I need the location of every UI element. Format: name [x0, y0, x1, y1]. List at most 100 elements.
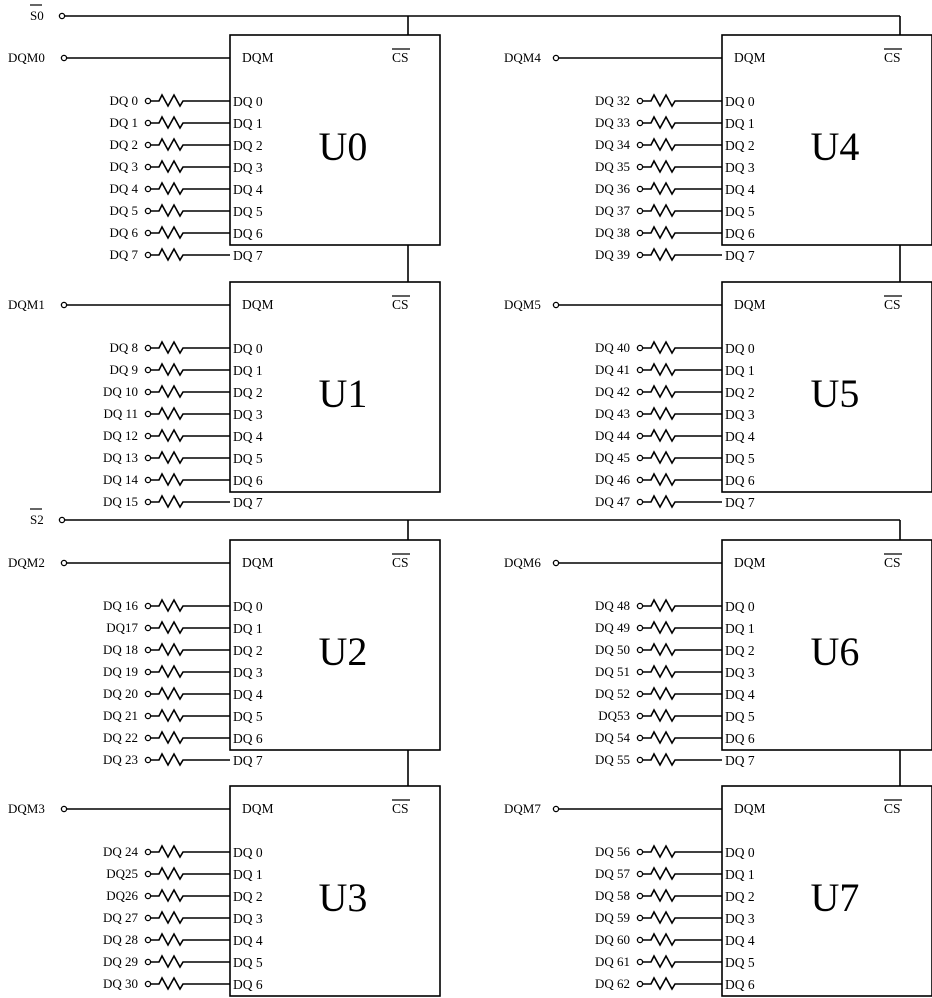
chip-u0-dq-pin-7: DQ 7 — [233, 248, 263, 263]
chip-u7-dq-resistor-4-terminal — [636, 936, 644, 944]
chip-u6-dqm-terminal — [552, 559, 560, 567]
chip-u6-dq-resistor-6-terminal — [636, 734, 644, 742]
chip-u5-dqm-pin: DQM — [734, 297, 766, 312]
chip-u3-dq-resistor-4-zigzag — [148, 932, 230, 947]
chip-u6-name: U6 — [811, 629, 860, 674]
chip-u5-dq-signal-7: DQ 47 — [595, 494, 631, 509]
chip-u4-dq-resistor-3-zigzag — [640, 159, 722, 174]
chip-u4-dq-resistor-0-zigzag — [640, 93, 722, 108]
chip-u1-dq-resistor-6 — [144, 472, 230, 487]
chip-u7-dq-resistor-5-zigzag — [640, 954, 722, 969]
chip-u2-dq-resistor-3-zigzag — [148, 664, 230, 679]
chip-u5-dq-signal-1: DQ 41 — [595, 362, 630, 377]
chip-u1-dq-signal-3: DQ 11 — [103, 406, 138, 421]
chip-u4-dq-signal-0: DQ 32 — [595, 93, 630, 108]
chip-u5-dq-resistor-0-terminal — [636, 344, 644, 352]
chip-u5-cs-pin: CS — [884, 297, 901, 312]
chip-u6-body — [721, 539, 932, 751]
chip-u7-dqm-pin: DQM — [734, 801, 766, 816]
chip-u7-dq-resistor-3-zigzag — [640, 910, 722, 925]
chip-u3-dq-signal-3: DQ 27 — [103, 910, 139, 925]
chip-u5-dq-resistor-2-zigzag — [640, 384, 722, 399]
chip-u5-dq-pin-1: DQ 1 — [725, 363, 755, 378]
chip-u3-dq-pin-4: DQ 4 — [233, 933, 263, 948]
chip-u6-dq-signal-4: DQ 52 — [595, 686, 630, 701]
chip-u1-dq-resistor-4 — [144, 428, 230, 443]
chip-u7-dq-resistor-1 — [636, 866, 722, 881]
chip-u5-dq-resistor-6-zigzag — [640, 472, 722, 487]
chip-u7-dq-resistor-4 — [636, 932, 722, 947]
chip-u5-dq-resistor-3-terminal — [636, 410, 644, 418]
chip-u5-dq-signal-5: DQ 45 — [595, 450, 630, 465]
chip-u1-dq-resistor-7 — [144, 494, 230, 509]
chip-u7-dq-resistor-1-terminal — [636, 870, 644, 878]
chip-u5-dq-resistor-7-zigzag — [640, 494, 722, 509]
chip-u4-dq-resistor-3 — [636, 159, 722, 174]
chip-u4-dq-pin-4: DQ 4 — [725, 182, 755, 197]
chip-u0-dq-resistor-0-terminal — [144, 97, 152, 105]
chip-u6-dq-resistor-7 — [636, 752, 722, 767]
chip-u2-dq-resistor-4 — [144, 686, 230, 701]
chip-u7-dq-signal-1: DQ 57 — [595, 866, 631, 881]
chip-u3-dqm-terminal — [60, 805, 68, 813]
chip-u7-cs-pin: CS — [884, 801, 901, 816]
chip-u2-dq-signal-3: DQ 19 — [103, 664, 138, 679]
chip-u3-dq-resistor-5 — [144, 954, 230, 969]
chip-u6-cs-pin: CS — [884, 555, 901, 570]
chip-u2-dq-resistor-7-terminal — [144, 756, 152, 764]
chip-u1-dq-pin-7: DQ 7 — [233, 495, 263, 510]
chip-u5-dq-resistor-5-zigzag — [640, 450, 722, 465]
chip-u2-dq-resistor-2-terminal — [144, 646, 152, 654]
chip-u4-dq-resistor-6-zigzag — [640, 225, 722, 240]
select-1-label: S2 — [30, 512, 44, 527]
chip-u0-dq-resistor-4 — [144, 181, 230, 196]
chip-u6-dq-pin-1: DQ 1 — [725, 621, 755, 636]
chip-u3-dq-pin-3: DQ 3 — [233, 911, 263, 926]
chip-u5-dq-signal-6: DQ 46 — [595, 472, 631, 487]
chip-u4-dq-resistor-4 — [636, 181, 722, 196]
chip-u4-dq-resistor-0 — [636, 93, 722, 108]
chip-u4-dq-resistor-5-terminal — [636, 207, 644, 215]
chip-u0-dq-resistor-6-zigzag — [148, 225, 230, 240]
chip-u1-dq-signal-7: DQ 15 — [103, 494, 138, 509]
chip-u7-dq-resistor-2 — [636, 888, 722, 903]
chip-u2-dq-signal-1: DQ17 — [106, 620, 138, 635]
chip-u5-dq-resistor-0 — [636, 340, 722, 355]
chip-u1-dq-resistor-0-terminal — [144, 344, 152, 352]
chip-u6-dq-pin-4: DQ 4 — [725, 687, 755, 702]
chip-u2-dq-pin-7: DQ 7 — [233, 753, 263, 768]
chip-u3-dq-resistor-6-zigzag — [148, 976, 230, 991]
chip-u7-dq-resistor-2-zigzag — [640, 888, 722, 903]
chip-u5-dq-signal-0: DQ 40 — [595, 340, 630, 355]
chip-u5-dq-resistor-1-terminal — [636, 366, 644, 374]
chip-u5-dq-signal-2: DQ 42 — [595, 384, 630, 399]
chip-u4-dq-pin-1: DQ 1 — [725, 116, 755, 131]
chip-u3-dq-resistor-3-terminal — [144, 914, 152, 922]
chip-u4-dq-resistor-5 — [636, 203, 722, 218]
chip-u4-dq-signal-2: DQ 34 — [595, 137, 631, 152]
chip-u3-dq-signal-2: DQ26 — [106, 888, 138, 903]
chip-u1-dq-resistor-2-zigzag — [148, 384, 230, 399]
chip-u4-dq-signal-7: DQ 39 — [595, 247, 630, 262]
chip-u7-dq-resistor-5 — [636, 954, 722, 969]
chip-u7-dq-signal-4: DQ 60 — [595, 932, 630, 947]
chip-u1-dq-resistor-4-terminal — [144, 432, 152, 440]
chip-u7-dq-pin-0: DQ 0 — [725, 845, 755, 860]
chip-u4-dq-pin-6: DQ 6 — [725, 226, 755, 241]
chip-u6-dq-resistor-1 — [636, 620, 722, 635]
chip-u2-cs-pin: CS — [392, 555, 409, 570]
chip-u4-dq-resistor-0-terminal — [636, 97, 644, 105]
chip-u3-dq-resistor-6-terminal — [144, 980, 152, 988]
chip-u7-dq-resistor-5-terminal — [636, 958, 644, 966]
chip-u0-dq-resistor-7-terminal — [144, 251, 152, 259]
chip-u2-dq-resistor-0 — [144, 598, 230, 613]
chip-u3-dqm-pin: DQM — [242, 801, 274, 816]
chip-u7-dq-pin-4: DQ 4 — [725, 933, 755, 948]
chip-u3-dq-resistor-3-zigzag — [148, 910, 230, 925]
chip-u4-dq-resistor-3-terminal — [636, 163, 644, 171]
chip-u5-dq-resistor-2-terminal — [636, 388, 644, 396]
chip-u7-dq-signal-5: DQ 61 — [595, 954, 630, 969]
chip-u0-dq-signal-4: DQ 4 — [109, 181, 138, 196]
chip-u7-dq-pin-6: DQ 6 — [725, 977, 755, 992]
